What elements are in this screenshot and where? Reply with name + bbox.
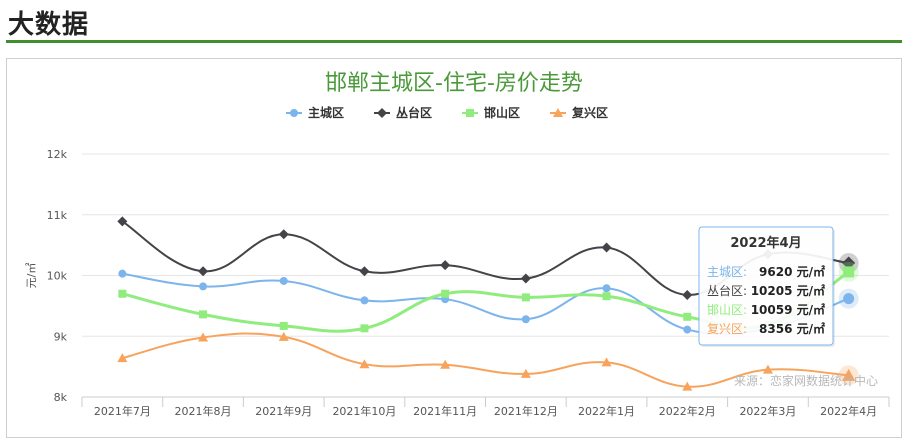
tooltip-series-label: 邯山区: [707,302,747,317]
data-point [440,359,451,369]
data-point [199,282,208,291]
section-divider [6,40,902,43]
data-point [602,292,611,301]
tooltip-series-label: 丛台区: [707,283,747,298]
data-point [682,289,693,300]
chart-container: 邯郸主城区-住宅-房价走势 主城区 丛台区 邯山区 复兴区 8k 9k 10k 11k 12k… [6,58,902,438]
x-tick-label: 2021年10月 [332,404,396,418]
data-point [359,359,370,369]
tooltip-series-value: 10059 元/㎡ [751,302,825,317]
data-point [520,368,531,378]
data-point [762,364,773,374]
y-tick-label: 11k [47,209,68,222]
legend-item: 主城区 [286,105,344,120]
data-point [521,293,530,302]
data-point [521,315,530,324]
data-point [683,312,692,321]
series-line [122,332,849,388]
x-tick-label: 2022年4月 [820,404,877,418]
data-point [278,331,289,341]
tooltip-series-value: 8356 元/㎡ [759,321,825,336]
tooltip-series-label: 主城区: [707,265,747,279]
x-tick-label: 2021年11月 [413,404,477,418]
legend-item: 丛台区 [374,105,432,120]
data-point [682,381,693,391]
tooltip-title: 2022年4月 [730,235,801,251]
legend-marker [377,108,387,118]
section-title: 大数据 [8,10,90,40]
chart-legend: 主城区 丛台区 邯山区 复兴区 [286,105,608,120]
tooltip-series-label: 复兴区: [707,322,747,336]
data-point [199,310,208,319]
x-tick-label: 2021年12月 [494,404,558,418]
y-tick-label: 8k [54,391,68,404]
tooltip-series-value: 9620 元/㎡ [759,264,825,279]
tooltip-series-value: 10205 元/㎡ [751,283,825,298]
x-tick-label: 2021年7月 [94,404,151,418]
data-point [843,293,855,305]
data-point [842,368,856,381]
legend-label: 邯山区 [484,105,520,120]
y-tick-label: 9k [54,330,68,343]
data-point [441,289,450,298]
data-point [601,242,612,253]
source-watermark: 来源：恋家网数据统计中心 [734,373,878,388]
series-3 [117,331,859,391]
y-tick-label: 10k [47,270,68,283]
chart-title: 邯郸主城区-住宅-房价走势 [325,71,583,96]
data-point [278,229,289,240]
data-point [602,284,611,293]
legend-label: 丛台区 [396,105,432,120]
legend-marker [553,108,563,117]
legend-marker [466,109,474,117]
legend-item: 复兴区 [550,105,608,120]
x-tick-label: 2021年9月 [255,404,312,418]
data-point [118,269,127,278]
x-axis: 2021年7月 2021年8月 2021年9月 2021年10月 2021年11月 202… [81,397,890,418]
legend-label: 复兴区 [571,105,608,120]
data-point [198,332,209,342]
y-tick-label: 12k [47,148,68,161]
data-point [198,266,209,277]
x-tick-label: 2022年1月 [578,404,635,418]
data-point [843,266,855,278]
data-point [279,276,288,285]
data-point [683,325,692,334]
y-axis: 8k 9k 10k 11k 12k 元/㎡ [25,148,68,404]
data-point [360,324,369,333]
data-point [520,273,531,284]
x-tick-label: 2021年8月 [175,404,232,418]
data-point [117,216,128,227]
data-point [118,289,127,298]
data-point [117,353,128,363]
data-point [359,266,370,277]
y-axis-label: 元/㎡ [25,263,38,289]
x-tick-label: 2022年2月 [659,404,716,418]
legend-marker [290,109,298,117]
data-point [842,256,856,270]
x-tick-label: 2022年3月 [739,404,796,418]
data-point [601,357,612,367]
price-trend-chart: 邯郸主城区-住宅-房价走势 主城区 丛台区 邯山区 复兴区 8k 9k 10k 11k 12k… [25,71,890,418]
data-point [440,260,451,271]
tooltip-box [698,226,834,346]
data-point [279,321,288,330]
legend-item: 邯山区 [462,105,520,120]
legend-label: 主城区 [308,105,344,120]
data-point [360,296,369,305]
